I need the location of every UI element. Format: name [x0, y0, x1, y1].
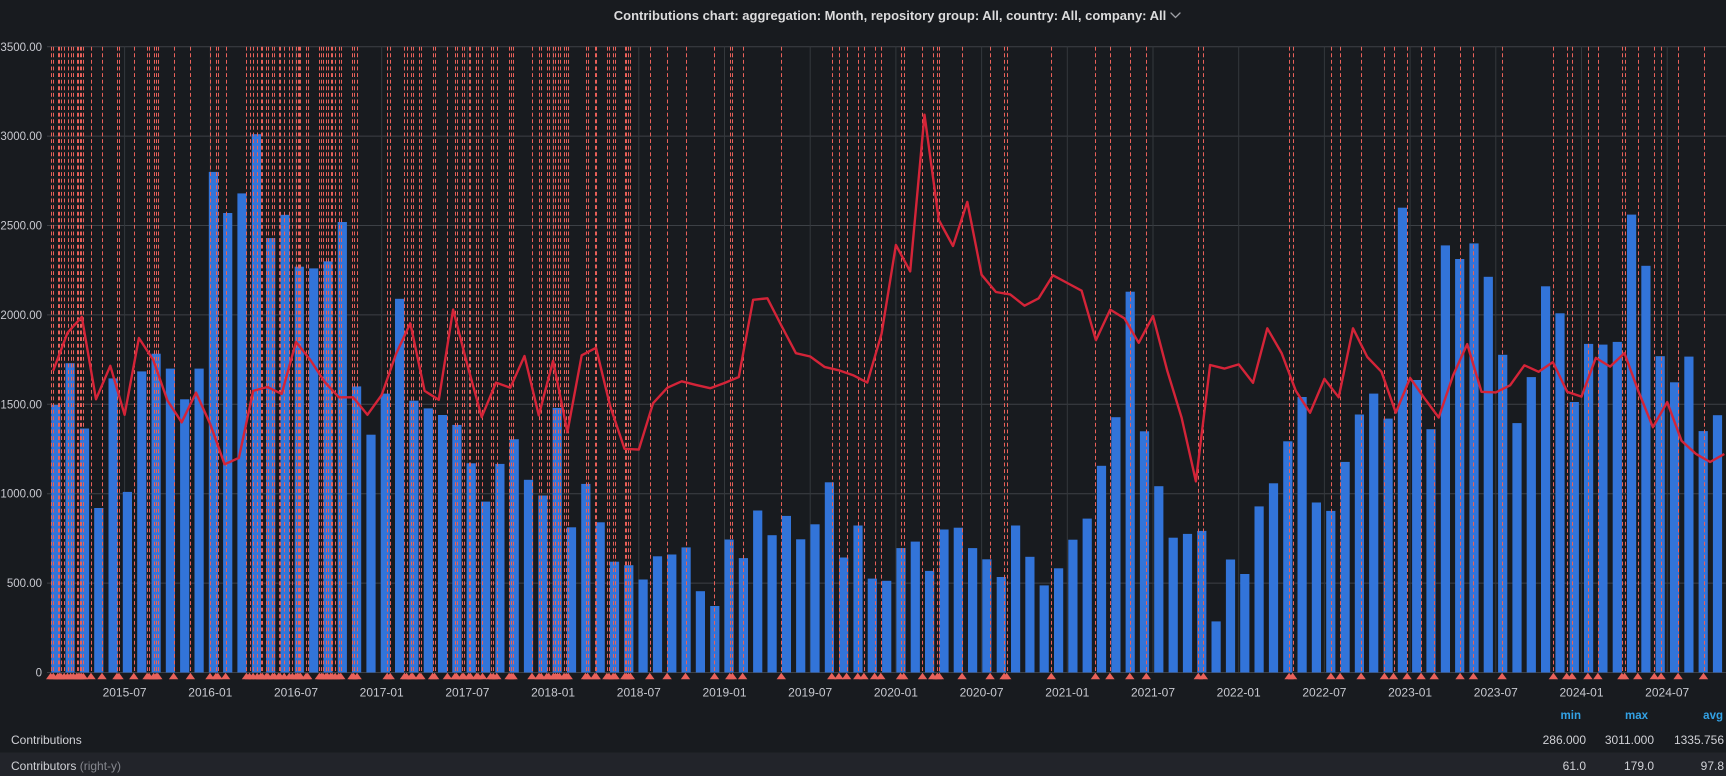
- svg-text:1000.00: 1000.00: [0, 489, 42, 501]
- svg-text:Contributions: Contributions: [11, 733, 82, 747]
- svg-text:2000.00: 2000.00: [0, 310, 42, 322]
- svg-text:2017-01: 2017-01: [360, 686, 404, 700]
- svg-text:2018-01: 2018-01: [531, 686, 575, 700]
- svg-text:Contributions chart: aggregati: Contributions chart: aggregation: Month,…: [614, 8, 1167, 23]
- svg-text:2023-01: 2023-01: [1388, 686, 1432, 700]
- svg-text:2021-07: 2021-07: [1131, 686, 1175, 700]
- svg-text:2015-07: 2015-07: [103, 686, 147, 700]
- svg-text:2017-07: 2017-07: [445, 686, 489, 700]
- svg-text:2018-07: 2018-07: [617, 686, 661, 700]
- svg-text:2020-07: 2020-07: [960, 686, 1004, 700]
- svg-text:min: min: [1561, 710, 1581, 722]
- svg-text:3011.000: 3011.000: [1605, 733, 1654, 747]
- svg-text:3000.00: 3000.00: [0, 131, 42, 143]
- svg-text:2022-07: 2022-07: [1302, 686, 1346, 700]
- svg-text:61.0: 61.0: [1563, 759, 1587, 773]
- svg-text:2019-01: 2019-01: [702, 686, 746, 700]
- svg-text:2016-07: 2016-07: [274, 686, 318, 700]
- svg-text:Contributors (right-y): Contributors (right-y): [11, 759, 121, 773]
- svg-text:286.000: 286.000: [1543, 733, 1587, 747]
- svg-text:3500.00: 3500.00: [0, 42, 42, 54]
- svg-text:97.8: 97.8: [1701, 759, 1725, 773]
- svg-text:500.00: 500.00: [7, 578, 42, 590]
- svg-text:179.0: 179.0: [1624, 759, 1654, 773]
- svg-text:2500.00: 2500.00: [0, 221, 42, 233]
- svg-text:max: max: [1625, 710, 1649, 722]
- svg-text:2023-07: 2023-07: [1474, 686, 1518, 700]
- svg-text:avg: avg: [1703, 710, 1723, 722]
- svg-text:2019-07: 2019-07: [788, 686, 832, 700]
- svg-text:1500.00: 1500.00: [0, 399, 42, 411]
- svg-text:2016-01: 2016-01: [188, 686, 232, 700]
- svg-text:1335.756: 1335.756: [1674, 733, 1724, 747]
- svg-text:2024-01: 2024-01: [1559, 686, 1603, 700]
- svg-text:2022-01: 2022-01: [1217, 686, 1261, 700]
- svg-text:2021-01: 2021-01: [1045, 686, 1089, 700]
- svg-text:0: 0: [36, 668, 42, 680]
- svg-text:2020-01: 2020-01: [874, 686, 918, 700]
- svg-text:2024-07: 2024-07: [1645, 686, 1689, 700]
